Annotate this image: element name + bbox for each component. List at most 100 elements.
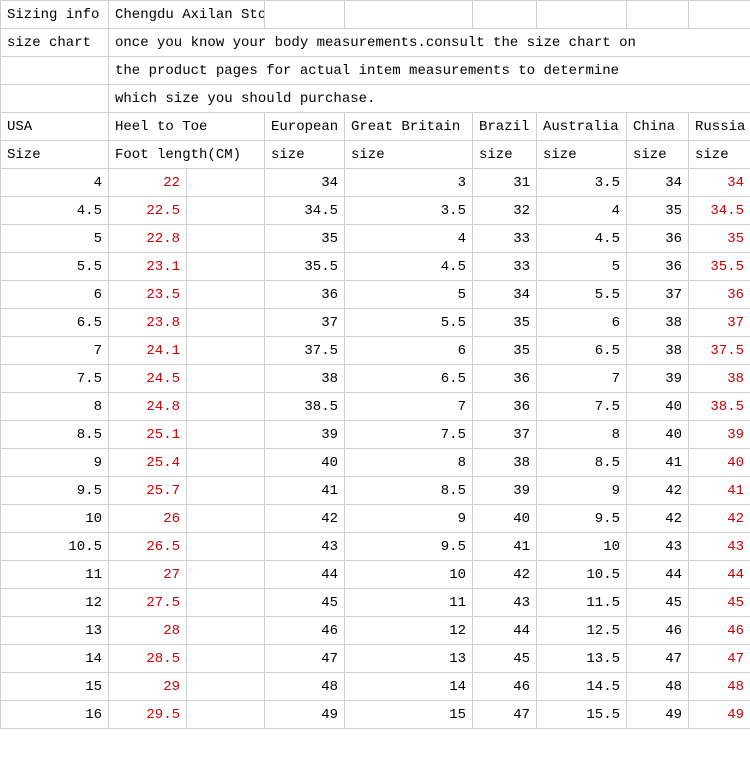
col-china: China — [627, 113, 689, 141]
table-cell — [187, 673, 265, 701]
table-cell: 12 — [1, 589, 109, 617]
table-cell: 44 — [689, 561, 750, 589]
table-cell: 7 — [537, 365, 627, 393]
table-cell: 32 — [473, 197, 537, 225]
table-cell: 23.8 — [109, 309, 187, 337]
table-cell: 6.5 — [1, 309, 109, 337]
col-brazil-sub: size — [473, 141, 537, 169]
table-cell: 37.5 — [265, 337, 345, 365]
table-cell: 4.5 — [537, 225, 627, 253]
col-heel-sub: Foot length(CM) — [109, 141, 265, 169]
col-brazil: Brazil — [473, 113, 537, 141]
table-cell — [187, 421, 265, 449]
table-cell: 31 — [473, 169, 537, 197]
table-cell: 40 — [689, 449, 750, 477]
table-cell: 36 — [627, 225, 689, 253]
table-row: 112744104210.54444 — [1, 561, 750, 589]
table-cell: 42 — [265, 505, 345, 533]
table-cell: 36 — [265, 281, 345, 309]
table-cell: 39 — [473, 477, 537, 505]
table-cell: 15 — [345, 701, 473, 729]
table-cell: 26 — [109, 505, 187, 533]
table-row: 5.523.135.54.53353635.5 — [1, 253, 750, 281]
table-cell: 9 — [1, 449, 109, 477]
table-row: 9.525.7418.53994241 — [1, 477, 750, 505]
table-cell: 8.5 — [345, 477, 473, 505]
table-cell: 22.5 — [109, 197, 187, 225]
table-cell: 42 — [473, 561, 537, 589]
table-cell: 37 — [627, 281, 689, 309]
table-cell: 14 — [1, 645, 109, 673]
table-cell: 45 — [473, 645, 537, 673]
table-cell: 46 — [689, 617, 750, 645]
table-cell: 43 — [265, 533, 345, 561]
table-cell: 38 — [627, 309, 689, 337]
table-cell: 47 — [265, 645, 345, 673]
table-cell: 43 — [689, 533, 750, 561]
table-cell: 24.5 — [109, 365, 187, 393]
table-cell — [187, 169, 265, 197]
table-cell: 48 — [627, 673, 689, 701]
table-cell: 44 — [627, 561, 689, 589]
table-cell: 8.5 — [1, 421, 109, 449]
sizing-info-label: Sizing info — [1, 1, 109, 29]
table-cell: 4 — [345, 225, 473, 253]
table-cell: 6.5 — [537, 337, 627, 365]
table-row: 1428.547134513.54747 — [1, 645, 750, 673]
table-cell: 29 — [109, 673, 187, 701]
table-cell: 22 — [109, 169, 187, 197]
header-row-3: the product pages for actual intem measu… — [1, 57, 750, 85]
table-cell: 10 — [345, 561, 473, 589]
table-row: 1227.545114311.54545 — [1, 589, 750, 617]
table-cell: 25.1 — [109, 421, 187, 449]
table-cell: 38 — [265, 365, 345, 393]
table-cell: 6.5 — [345, 365, 473, 393]
table-row: 1026429409.54242 — [1, 505, 750, 533]
table-cell: 12 — [345, 617, 473, 645]
table-cell: 34 — [689, 169, 750, 197]
table-cell: 42 — [627, 505, 689, 533]
table-cell: 40 — [627, 393, 689, 421]
table-cell: 39 — [627, 365, 689, 393]
table-row: 623.5365345.53736 — [1, 281, 750, 309]
table-cell: 15.5 — [537, 701, 627, 729]
table-cell: 33 — [473, 225, 537, 253]
table-cell: 39 — [265, 421, 345, 449]
table-cell: 12.5 — [537, 617, 627, 645]
col-usa-sub: Size — [1, 141, 109, 169]
table-cell: 43 — [473, 589, 537, 617]
table-cell: 23.1 — [109, 253, 187, 281]
table-cell: 9.5 — [537, 505, 627, 533]
table-cell: 33 — [473, 253, 537, 281]
table-cell: 44 — [265, 561, 345, 589]
table-cell: 24.1 — [109, 337, 187, 365]
table-cell — [187, 225, 265, 253]
table-cell: 34.5 — [265, 197, 345, 225]
table-cell: 11 — [1, 561, 109, 589]
table-cell: 47 — [689, 645, 750, 673]
table-cell: 46 — [265, 617, 345, 645]
table-cell: 14 — [345, 673, 473, 701]
table-cell — [187, 561, 265, 589]
table-cell: 7.5 — [1, 365, 109, 393]
table-row: 522.8354334.53635 — [1, 225, 750, 253]
table-cell: 24.8 — [109, 393, 187, 421]
table-cell: 49 — [627, 701, 689, 729]
table-cell: 42 — [627, 477, 689, 505]
table-cell: 36 — [689, 281, 750, 309]
col-euro: European — [265, 113, 345, 141]
table-row: 925.4408388.54140 — [1, 449, 750, 477]
table-cell — [187, 281, 265, 309]
table-cell: 28 — [109, 617, 187, 645]
table-cell — [187, 393, 265, 421]
table-cell: 13 — [345, 645, 473, 673]
table-row: 6.523.8375.53563837 — [1, 309, 750, 337]
col-gb: Great Britain — [345, 113, 473, 141]
table-cell: 36 — [473, 393, 537, 421]
col-china-sub: size — [627, 141, 689, 169]
table-row: 8.525.1397.53784039 — [1, 421, 750, 449]
table-cell: 34 — [627, 169, 689, 197]
table-cell — [187, 197, 265, 225]
table-cell: 41 — [473, 533, 537, 561]
table-cell — [187, 253, 265, 281]
